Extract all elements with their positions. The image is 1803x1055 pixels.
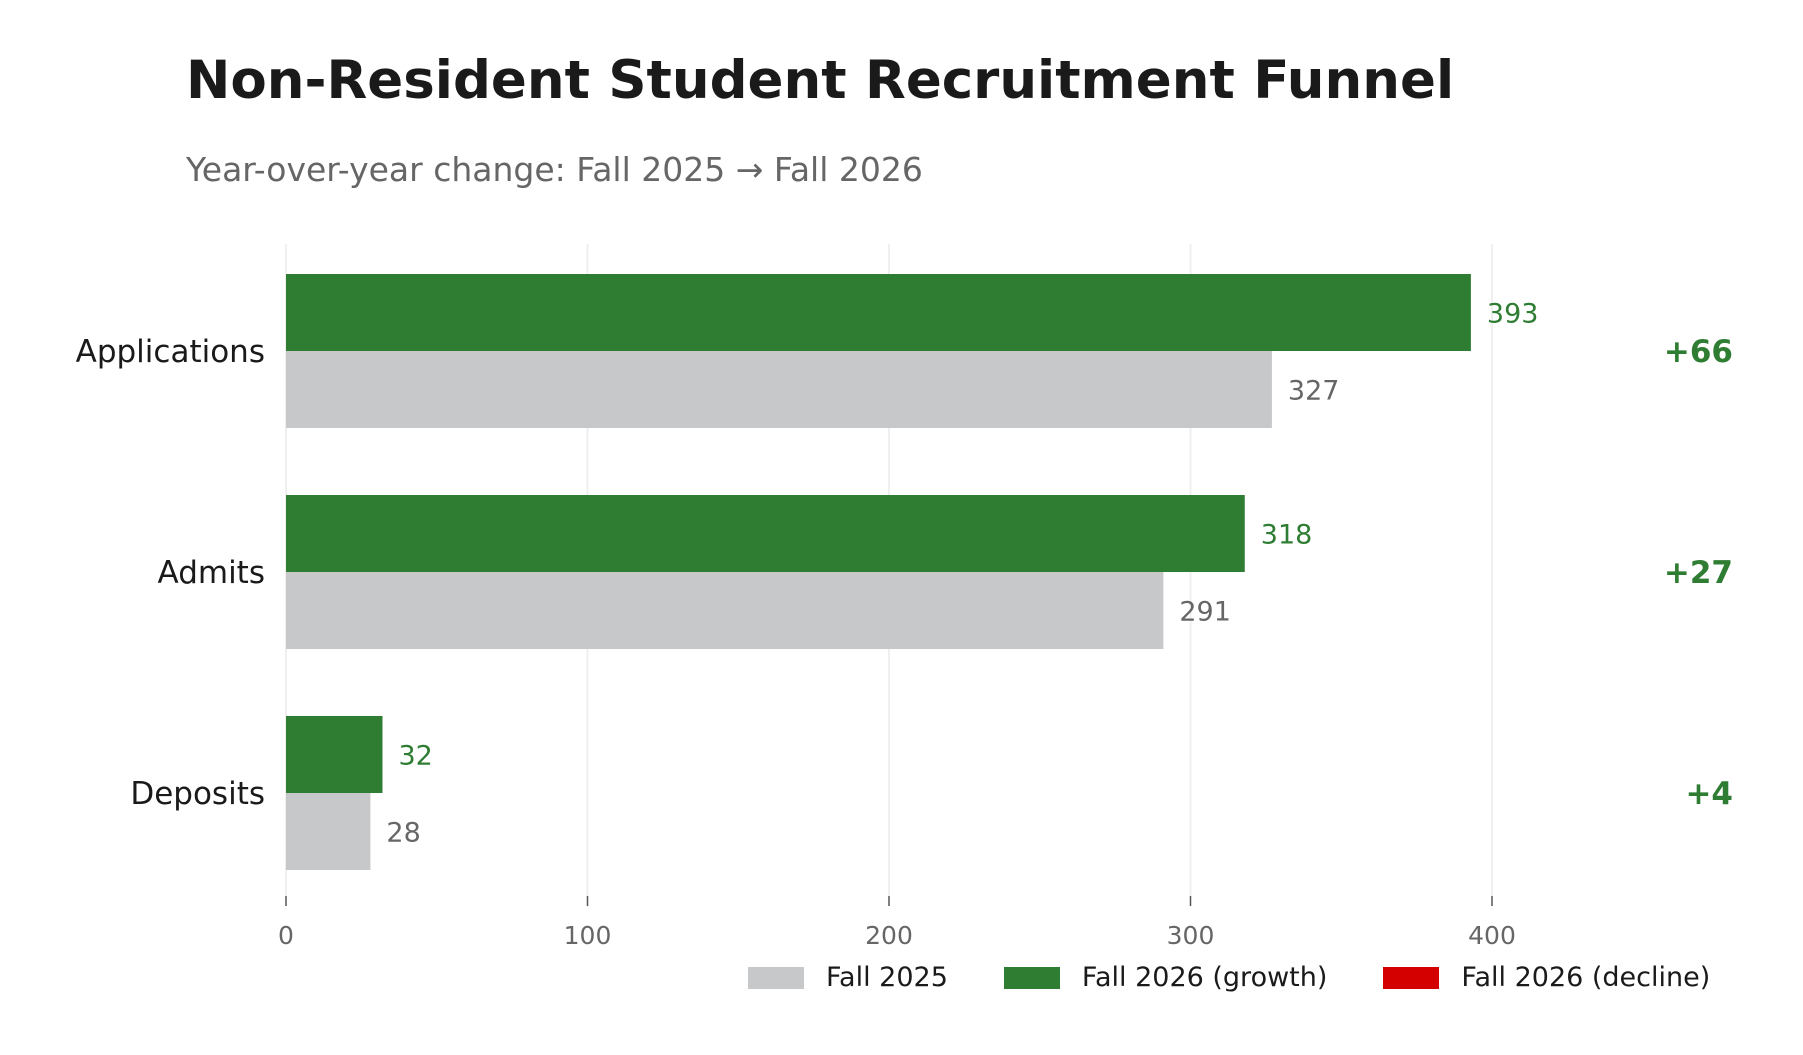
category-label: Applications [76,334,265,370]
x-tick-label: 200 [865,921,913,950]
bar-fall-2026-applications [286,274,1471,351]
legend-item-fall-2026-growth: Fall 2026 (growth) [1003,962,1328,993]
change-label: +66 [1664,334,1733,370]
data-label-fall-2026: 318 [1261,520,1313,551]
legend: Fall 2025 Fall 2026 (growth) Fall 2026 (… [748,962,1710,993]
data-label-fall-2026: 32 [398,741,432,772]
category-label: Deposits [130,776,265,812]
legend-item-fall-2025: Fall 2025 [748,962,948,993]
x-tick-label: 400 [1468,921,1516,950]
bar-fall-2026-deposits [286,716,383,793]
chart-title: Non-Resident Student Recruitment Funnel [186,50,1455,111]
x-tick-label: 300 [1167,921,1215,950]
legend-swatch [748,966,804,989]
legend-item-fall-2026-decline: Fall 2026 (decline) [1383,962,1710,993]
x-tick-label: 100 [564,921,612,950]
legend-swatch [1383,966,1440,989]
chart-subtitle: Year-over-year change: Fall 2025 → Fall … [186,150,923,189]
change-label: +4 [1685,776,1733,812]
data-label-fall-2025: 28 [386,818,420,849]
bar-fall-2025-applications [286,351,1272,428]
data-label-fall-2025: 291 [1179,597,1231,628]
bar-fall-2025-deposits [286,793,371,870]
legend-label: Fall 2026 (decline) [1461,962,1711,993]
legend-label: Fall 2025 [826,962,948,993]
change-label: +27 [1664,555,1733,591]
bar-fall-2025-admits [286,572,1164,649]
data-label-fall-2026: 393 [1487,299,1539,330]
legend-swatch [1003,966,1060,989]
data-label-fall-2025: 327 [1288,376,1340,407]
legend-label: Fall 2026 (growth) [1081,962,1328,993]
category-label: Admits [158,555,265,591]
x-tick-label: 0 [278,921,294,950]
bar-fall-2026-admits [286,495,1245,572]
